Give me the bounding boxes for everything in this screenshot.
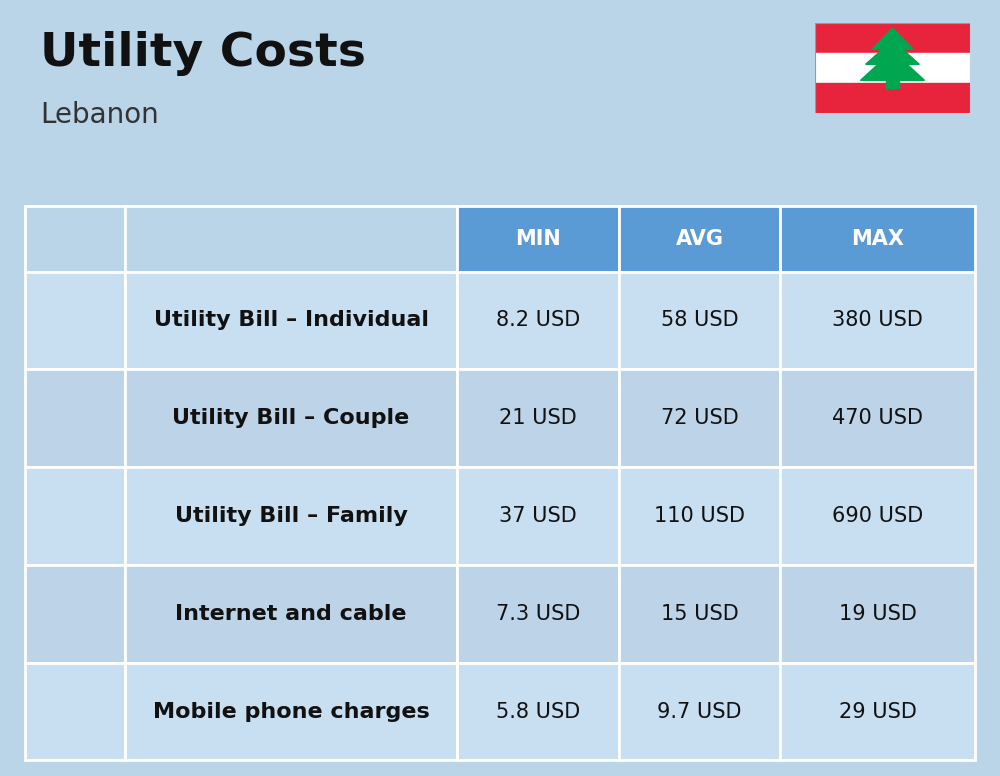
Text: 21 USD: 21 USD xyxy=(499,408,577,428)
Bar xyxy=(63,687,87,736)
FancyBboxPatch shape xyxy=(44,622,106,637)
Circle shape xyxy=(70,399,80,408)
Circle shape xyxy=(63,528,80,543)
Text: 🔌: 🔌 xyxy=(46,534,52,543)
Text: Utility Bill – Individual: Utility Bill – Individual xyxy=(154,310,428,331)
Text: AVG: AVG xyxy=(676,229,724,248)
Bar xyxy=(63,687,87,692)
Text: ⚙: ⚙ xyxy=(69,390,80,404)
Text: 7.3 USD: 7.3 USD xyxy=(496,604,580,624)
Text: 🔌: 🔌 xyxy=(46,436,52,445)
Text: Utility Bill – Family: Utility Bill – Family xyxy=(175,506,407,526)
Circle shape xyxy=(72,736,78,743)
Circle shape xyxy=(63,430,80,445)
Text: 19 USD: 19 USD xyxy=(839,604,917,624)
Text: 15 USD: 15 USD xyxy=(661,604,738,624)
Text: 🌐: 🌐 xyxy=(69,335,74,345)
Circle shape xyxy=(55,585,60,589)
FancyBboxPatch shape xyxy=(81,430,105,452)
Text: Mobile phone charges: Mobile phone charges xyxy=(153,702,429,722)
FancyBboxPatch shape xyxy=(79,696,87,705)
FancyBboxPatch shape xyxy=(69,683,80,687)
Text: Utility Costs: Utility Costs xyxy=(40,31,366,76)
Circle shape xyxy=(73,738,77,742)
Text: 72 USD: 72 USD xyxy=(661,408,738,428)
Text: 690 USD: 690 USD xyxy=(832,506,923,526)
FancyBboxPatch shape xyxy=(70,707,78,715)
Text: 8.2 USD: 8.2 USD xyxy=(496,310,580,331)
Text: MAX: MAX xyxy=(851,229,904,248)
Polygon shape xyxy=(872,28,913,49)
Polygon shape xyxy=(860,51,925,81)
Text: 37 USD: 37 USD xyxy=(499,506,577,526)
Text: Utility Bill – Couple: Utility Bill – Couple xyxy=(172,408,410,428)
Text: 29 USD: 29 USD xyxy=(839,702,917,722)
FancyBboxPatch shape xyxy=(79,707,87,715)
Text: 9.7 USD: 9.7 USD xyxy=(657,702,742,722)
Text: 🔧: 🔧 xyxy=(72,410,77,418)
Circle shape xyxy=(72,615,78,619)
Polygon shape xyxy=(66,308,83,322)
Text: 🔌: 🔌 xyxy=(46,338,52,348)
Bar xyxy=(45,625,104,629)
Text: MIN: MIN xyxy=(515,229,561,248)
Text: 🚰: 🚰 xyxy=(90,534,96,543)
FancyBboxPatch shape xyxy=(63,484,86,505)
Text: 🚰: 🚰 xyxy=(90,338,96,348)
Text: 380 USD: 380 USD xyxy=(832,310,923,331)
Bar xyxy=(815,53,970,82)
Text: 58 USD: 58 USD xyxy=(661,310,738,331)
Text: Lebanon: Lebanon xyxy=(40,101,159,129)
Bar xyxy=(815,82,970,113)
FancyBboxPatch shape xyxy=(62,717,69,726)
FancyBboxPatch shape xyxy=(62,707,69,715)
Text: 110 USD: 110 USD xyxy=(654,506,745,526)
FancyBboxPatch shape xyxy=(63,386,86,407)
Circle shape xyxy=(54,628,59,632)
Circle shape xyxy=(62,628,67,632)
Bar xyxy=(886,75,899,88)
Polygon shape xyxy=(66,406,83,420)
FancyBboxPatch shape xyxy=(62,696,69,705)
Circle shape xyxy=(70,497,80,506)
FancyBboxPatch shape xyxy=(70,696,78,705)
Text: ⚙: ⚙ xyxy=(69,488,80,501)
Text: 🔧: 🔧 xyxy=(72,508,77,516)
Circle shape xyxy=(90,585,94,589)
Text: 🌐: 🌐 xyxy=(69,433,74,442)
FancyBboxPatch shape xyxy=(57,675,93,748)
Bar xyxy=(815,23,970,53)
FancyBboxPatch shape xyxy=(81,528,105,549)
Circle shape xyxy=(71,628,75,632)
Polygon shape xyxy=(866,40,919,64)
FancyBboxPatch shape xyxy=(81,332,105,354)
FancyBboxPatch shape xyxy=(63,289,86,310)
Text: 🌐: 🌐 xyxy=(69,531,74,540)
FancyBboxPatch shape xyxy=(37,528,61,549)
Polygon shape xyxy=(66,504,83,518)
Text: 470 USD: 470 USD xyxy=(832,408,923,428)
FancyBboxPatch shape xyxy=(37,430,61,452)
FancyBboxPatch shape xyxy=(37,332,61,354)
FancyBboxPatch shape xyxy=(70,717,78,726)
Circle shape xyxy=(63,332,80,348)
Text: 🚰: 🚰 xyxy=(90,436,96,445)
Text: Internet and cable: Internet and cable xyxy=(175,604,407,624)
Text: 🔧: 🔧 xyxy=(72,312,77,320)
FancyBboxPatch shape xyxy=(79,717,87,726)
Text: ⚙: ⚙ xyxy=(69,293,80,306)
Text: 5.8 USD: 5.8 USD xyxy=(496,702,580,722)
Circle shape xyxy=(70,301,80,310)
